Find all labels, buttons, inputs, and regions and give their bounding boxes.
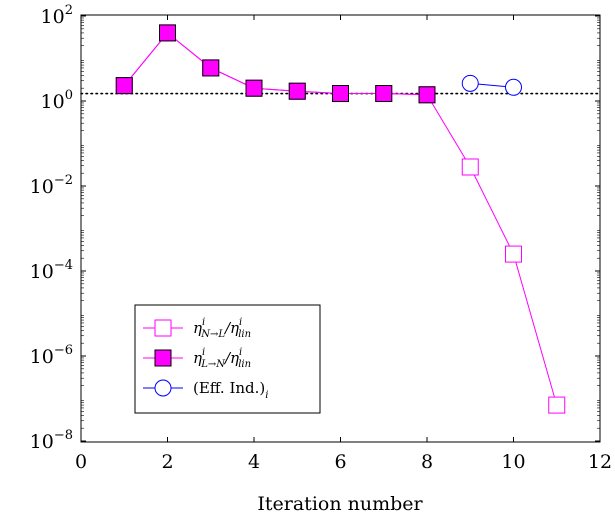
y-tick-label: 10−8: [30, 428, 73, 453]
x-tick-label: 10: [501, 451, 525, 473]
legend-item: (Eff. Ind.)i: [143, 379, 268, 401]
data-point: [505, 245, 522, 263]
x-axis-label: Iteration number: [257, 493, 423, 515]
data-point: [375, 85, 393, 103]
x-tick-label: 8: [421, 451, 433, 473]
series-3-markers: [461, 74, 522, 96]
data-point: [461, 74, 479, 92]
y-tick-label: 10−2: [30, 173, 73, 198]
legend-label: ηi N→L/ηi lin: [193, 317, 251, 340]
data-point: [159, 24, 176, 42]
data-point: [202, 59, 220, 77]
legend-marker: [154, 379, 172, 397]
legend-marker: [154, 319, 172, 337]
legend-item: ηi N→L/ηi lin: [143, 317, 251, 340]
y-tick-label: 10−6: [30, 343, 73, 368]
x-tick-label: 2: [161, 451, 173, 473]
x-tick-label: 12: [588, 451, 612, 473]
ticks-group: 0 2 4 6 8 10 12 102 100 10−2 10−4 10−6 10−8: [30, 3, 612, 473]
series-group: [115, 24, 566, 414]
data-point: [461, 158, 479, 176]
legend-items: ηi N→L/ηi lin ηi L→N/ηi lin (Eff. Ind.)i: [143, 317, 268, 401]
legend-item: ηi L→N/ηi lin: [143, 347, 251, 370]
data-point: [332, 85, 349, 103]
legend-label: (Eff. Ind.)i: [193, 379, 268, 401]
legend-marker: [154, 349, 172, 367]
x-tick-label: 0: [75, 451, 87, 473]
data-point: [115, 77, 133, 95]
series-2-markers: [115, 24, 436, 104]
y-tick-label: 102: [41, 3, 73, 28]
x-tick-label: 6: [334, 451, 346, 473]
y-tick-label: 100: [41, 88, 73, 113]
data-point: [418, 86, 436, 104]
x-tick-label: 4: [248, 451, 260, 473]
data-point: [505, 78, 522, 96]
legend-label: ηi L→N/ηi lin: [193, 347, 251, 370]
data-point: [548, 396, 566, 414]
data-point: [288, 82, 306, 100]
data-point: [245, 79, 263, 97]
y-tick-label: 10−4: [30, 258, 73, 283]
legend: ηi N→L/ηi lin ηi L→N/ηi lin (Eff. Ind.)i: [134, 304, 321, 414]
